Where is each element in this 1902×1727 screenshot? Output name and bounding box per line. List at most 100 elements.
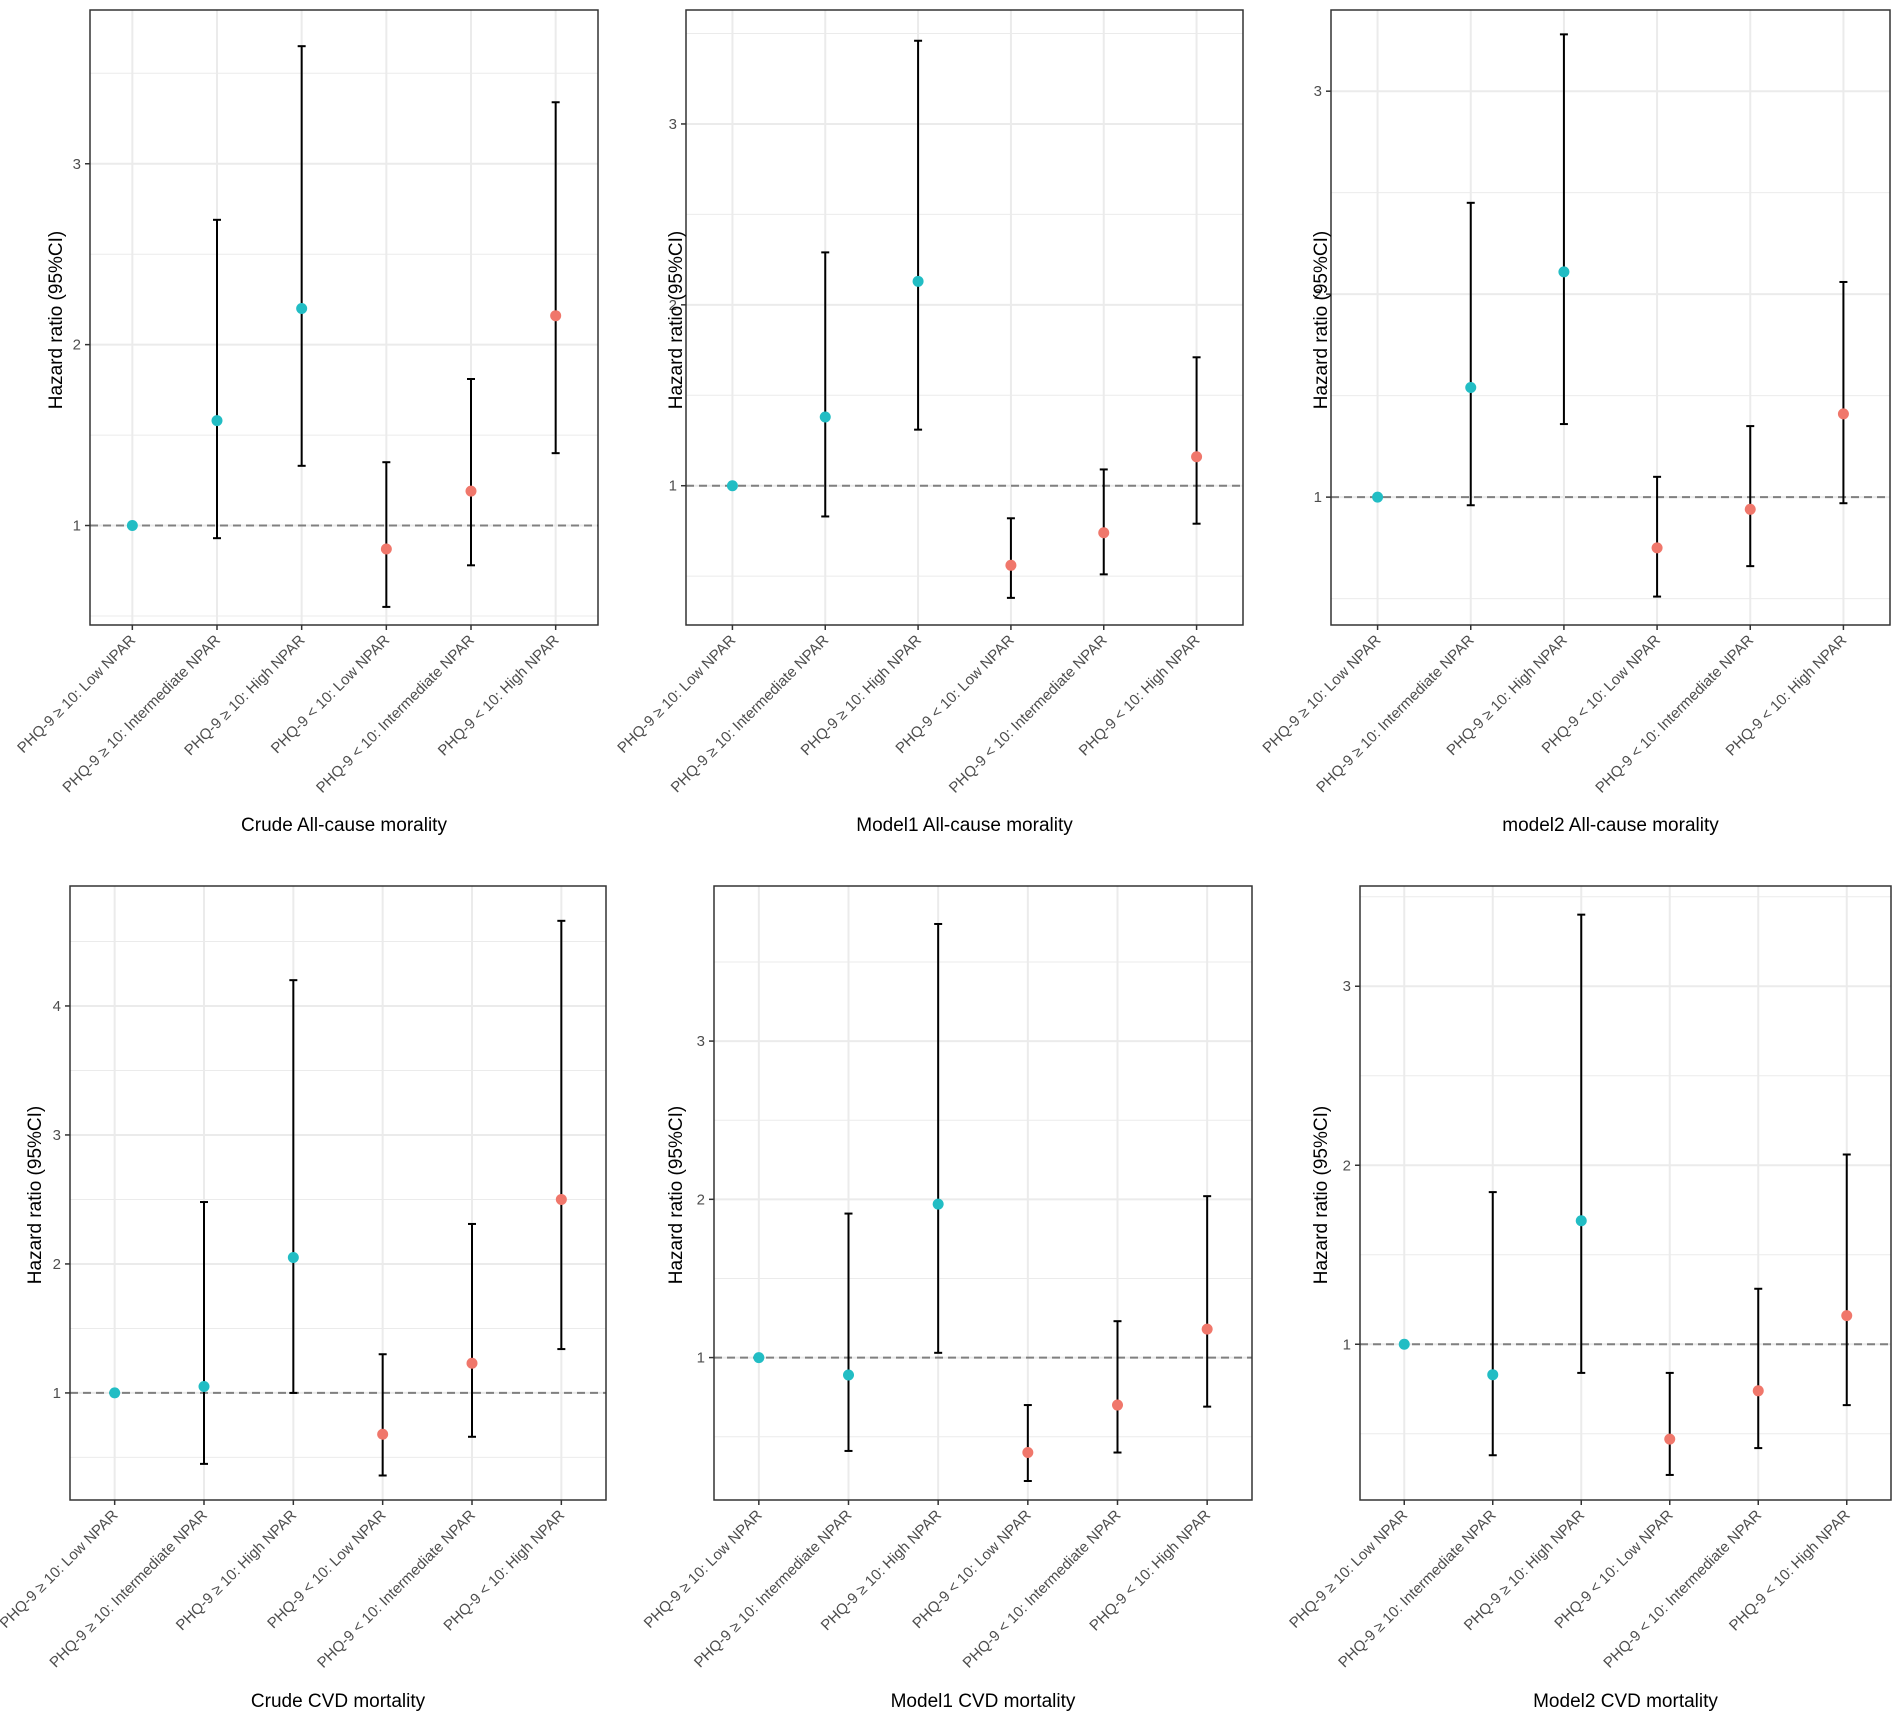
y-tick-label: 1 — [1343, 1336, 1351, 1353]
data-point — [109, 1387, 121, 1399]
data-point — [1837, 408, 1849, 420]
data-point — [1575, 1215, 1587, 1227]
data-point — [287, 1251, 299, 1263]
y-tick-label: 2 — [53, 1256, 61, 1273]
data-point — [1098, 527, 1110, 539]
error-bar — [1488, 1191, 1497, 1457]
data-point — [377, 1428, 389, 1440]
y-tick-label: 4 — [53, 998, 61, 1015]
error-bar — [467, 378, 475, 567]
data-point — [819, 411, 831, 423]
panel-border — [713, 885, 1253, 1501]
error-bar — [1842, 1153, 1851, 1407]
error-bar — [297, 45, 306, 467]
x-axis-title: Crude CVD mortality — [251, 1691, 426, 1712]
data-point — [1651, 542, 1663, 554]
y-axis-title: Hazard ratio (95%CI) — [1311, 231, 1332, 409]
data-point — [1022, 1447, 1034, 1459]
error-bar — [1099, 468, 1108, 576]
data-point — [1112, 1399, 1123, 1411]
data-point — [753, 1352, 765, 1364]
data-point — [1465, 382, 1477, 394]
error-bar — [1653, 475, 1662, 598]
y-tick-label: 2 — [73, 337, 81, 354]
x-axis-title: model2 All-cause morality — [1502, 815, 1719, 836]
y-axis-title: Hazard ratio (95%CI) — [1311, 1106, 1332, 1284]
data-point — [555, 1193, 567, 1205]
x-tick-label: PHQ-9 ≥ 10: Intermediate NPAR — [59, 632, 224, 797]
data-point — [1191, 451, 1203, 463]
error-bar — [844, 1212, 853, 1452]
y-tick-label: 2 — [669, 297, 677, 314]
y-axis-title: Hazard ratio (95%CI) — [666, 1106, 687, 1284]
error-bar — [1192, 356, 1201, 525]
data-point — [466, 1357, 478, 1369]
x-tick-label: PHQ-9 < 10: Intermediate NPAR — [1600, 1507, 1765, 1672]
x-tick-label: PHQ-9 < 10: Intermediate NPAR — [314, 1507, 479, 1672]
y-tick-label: 2 — [697, 1191, 705, 1208]
y-tick-label: 3 — [1314, 83, 1322, 100]
error-bar — [1113, 1320, 1122, 1454]
x-tick-label: PHQ-9 < 10: Intermediate NPAR — [313, 632, 478, 797]
data-point — [211, 415, 223, 427]
data-point — [296, 302, 308, 314]
error-bar — [934, 922, 943, 1354]
data-point — [550, 310, 562, 322]
x-tick-label: PHQ-9 ≥ 10: Intermediate NPAR — [46, 1507, 211, 1672]
error-bar — [1023, 1404, 1032, 1483]
error-bar — [821, 251, 830, 518]
y-tick-label: 2 — [1314, 286, 1322, 303]
data-point — [1398, 1338, 1410, 1350]
data-point — [1005, 559, 1017, 571]
panel-border — [1330, 9, 1891, 626]
data-point — [726, 480, 738, 492]
error-bar — [213, 218, 221, 540]
y-tick-label: 3 — [53, 1127, 61, 1144]
x-tick-label: PHQ-9 ≥ 10: Intermediate NPAR — [691, 1507, 856, 1672]
panel-border — [69, 885, 607, 1501]
error-bar — [1006, 517, 1015, 599]
error-bar — [1559, 33, 1568, 426]
y-axis-title: Hazard ratio (95%CI) — [666, 231, 687, 409]
data-point — [1487, 1369, 1499, 1381]
error-bar — [200, 1201, 208, 1465]
y-tick-label: 2 — [1343, 1157, 1351, 1174]
data-point — [1752, 1385, 1764, 1397]
panel-border — [89, 9, 599, 626]
x-tick-label: PHQ-9 ≥ 10: Intermediate NPAR — [1335, 1507, 1500, 1672]
error-bar — [1203, 1195, 1212, 1408]
error-bar — [1746, 425, 1755, 568]
x-axis-title: Model1 All-cause morality — [856, 815, 1073, 836]
error-bar — [1754, 1287, 1763, 1450]
x-tick-label: PHQ-9 < 10: Intermediate NPAR — [960, 1507, 1125, 1672]
data-point — [1744, 503, 1756, 515]
y-tick-label: 1 — [669, 478, 677, 495]
error-bar — [914, 39, 923, 431]
y-tick-label: 1 — [1314, 489, 1322, 506]
y-tick-label: 3 — [1343, 978, 1351, 995]
error-bar — [1577, 913, 1586, 1374]
panel-border — [685, 9, 1244, 626]
error-bar — [1839, 280, 1848, 505]
error-bar — [382, 461, 391, 608]
y-tick-label: 1 — [73, 518, 81, 535]
error-bar — [551, 101, 560, 455]
data-point — [1201, 1323, 1213, 1335]
data-point — [198, 1380, 210, 1392]
error-bar — [378, 1353, 387, 1477]
x-axis-title: Crude All-cause morality — [241, 815, 447, 836]
error-bar — [557, 919, 566, 1351]
data-point — [1372, 491, 1384, 503]
data-point — [912, 275, 924, 287]
data-point — [380, 543, 392, 555]
x-tick-label: PHQ-9 < 10: Intermediate NPAR — [1592, 632, 1757, 797]
panel-border — [1359, 885, 1892, 1501]
error-bar — [1665, 1371, 1674, 1476]
error-bar — [1466, 201, 1475, 507]
data-point — [1558, 266, 1570, 278]
